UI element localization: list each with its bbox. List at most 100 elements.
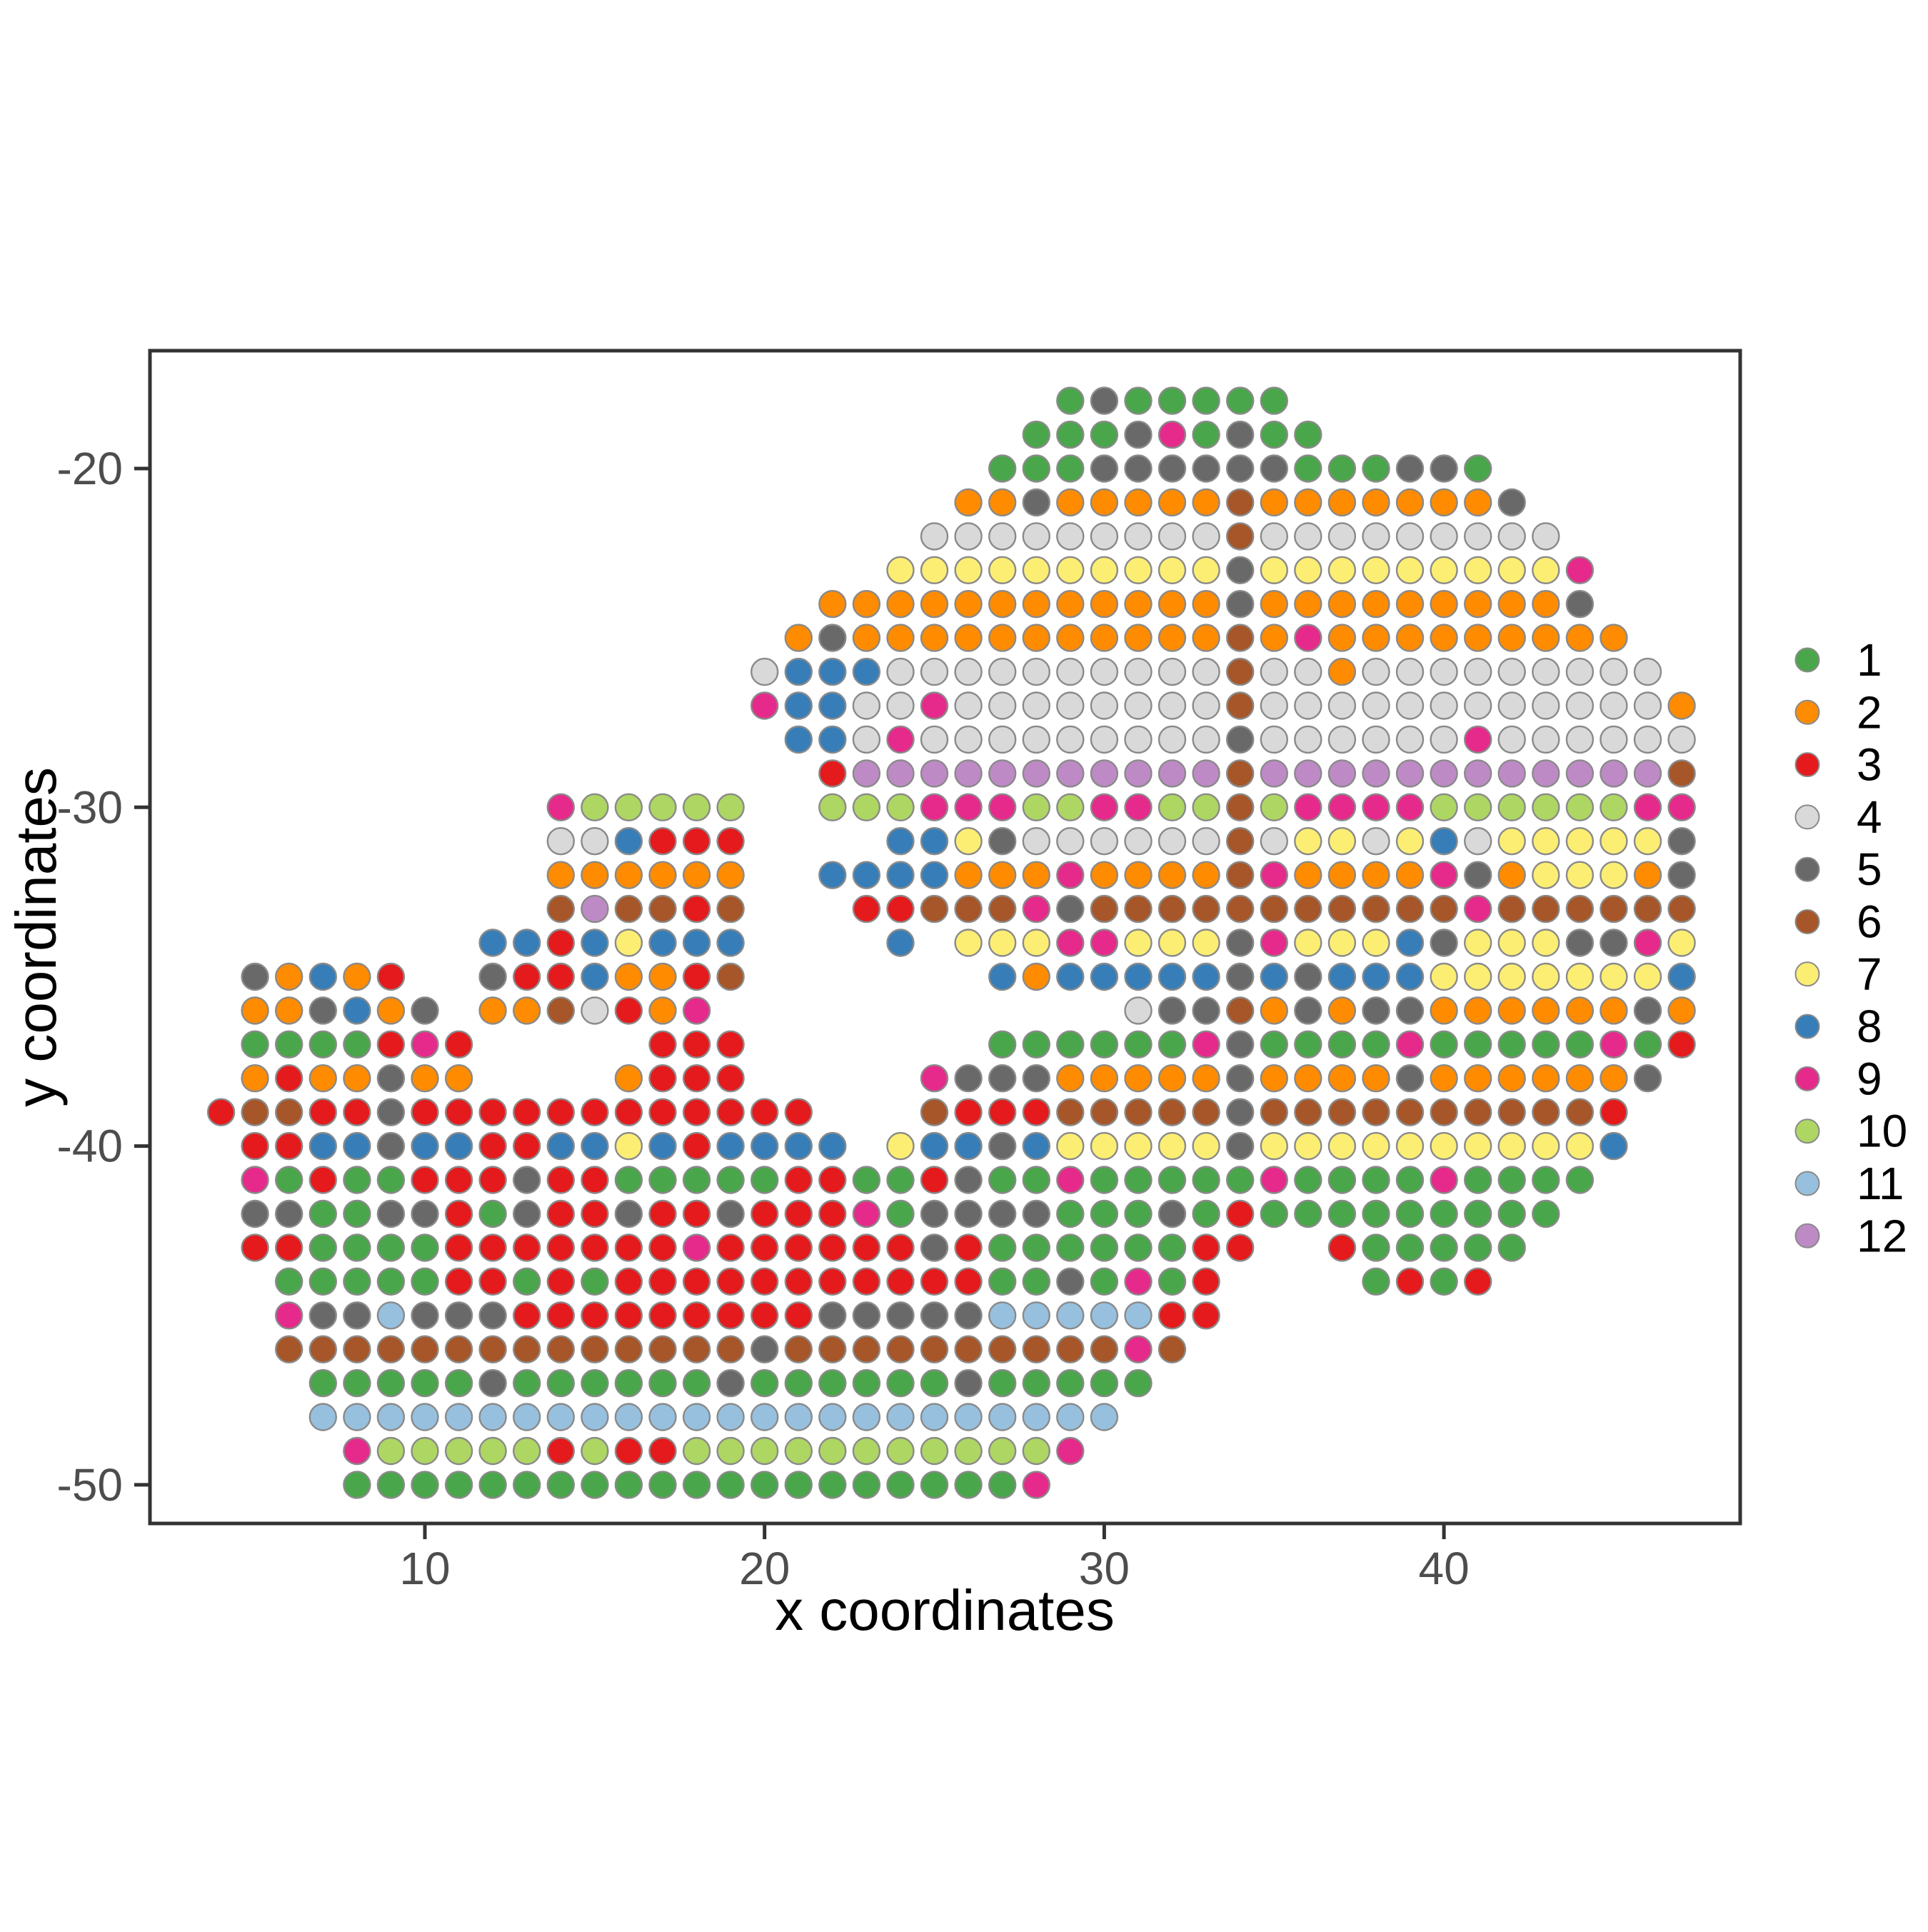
data-point bbox=[750, 1199, 779, 1228]
data-point bbox=[1497, 522, 1526, 551]
legend-item: 7 bbox=[1794, 949, 1882, 1000]
data-point bbox=[1362, 1267, 1390, 1296]
data-point bbox=[1260, 1199, 1289, 1228]
data-point bbox=[784, 1098, 813, 1126]
data-point bbox=[988, 929, 1017, 957]
data-point bbox=[1260, 657, 1289, 686]
data-point bbox=[1158, 725, 1187, 754]
data-point bbox=[1667, 826, 1696, 856]
data-point bbox=[1225, 962, 1255, 991]
data-point bbox=[411, 1166, 439, 1194]
data-point bbox=[1022, 1368, 1051, 1398]
data-point bbox=[920, 725, 949, 754]
data-point bbox=[1294, 1098, 1322, 1126]
data-point bbox=[1497, 996, 1526, 1025]
data-point bbox=[1362, 454, 1390, 483]
data-point bbox=[241, 1199, 269, 1228]
data-point bbox=[1362, 590, 1390, 619]
data-point bbox=[1600, 624, 1628, 652]
legend-item: 3 bbox=[1794, 739, 1882, 791]
data-point bbox=[1430, 590, 1458, 619]
data-point bbox=[546, 1335, 575, 1363]
legend-item-label: 4 bbox=[1857, 791, 1882, 843]
data-point bbox=[478, 1166, 507, 1194]
data-point bbox=[886, 861, 915, 889]
data-point bbox=[988, 861, 1017, 889]
data-point bbox=[1022, 826, 1051, 856]
data-point bbox=[886, 793, 915, 822]
legend-key-dot bbox=[1794, 909, 1820, 934]
data-point bbox=[920, 1301, 949, 1330]
data-point bbox=[1667, 1030, 1696, 1059]
data-point bbox=[1260, 624, 1289, 652]
data-point bbox=[1497, 1166, 1526, 1194]
legend-item: 4 bbox=[1794, 791, 1882, 843]
data-point bbox=[1395, 1199, 1425, 1228]
data-point bbox=[1395, 1098, 1425, 1126]
data-point bbox=[716, 1131, 745, 1161]
y-tick-label: -20 bbox=[57, 443, 124, 494]
data-point bbox=[1090, 386, 1119, 415]
data-point bbox=[241, 1131, 269, 1161]
data-point bbox=[1463, 861, 1492, 889]
data-point bbox=[920, 1199, 949, 1228]
data-point bbox=[1225, 861, 1255, 889]
data-point bbox=[1565, 894, 1595, 924]
data-point bbox=[1327, 1131, 1357, 1161]
data-point bbox=[1022, 488, 1051, 517]
data-point bbox=[716, 1063, 745, 1093]
data-point bbox=[581, 996, 609, 1025]
data-point bbox=[784, 691, 813, 720]
legend-key-dot bbox=[1794, 856, 1820, 882]
data-point bbox=[784, 1131, 813, 1161]
data-point bbox=[1090, 826, 1119, 856]
data-point bbox=[308, 1131, 337, 1161]
data-point bbox=[648, 1301, 677, 1330]
data-point bbox=[376, 1131, 406, 1161]
data-point bbox=[478, 1199, 507, 1228]
data-point bbox=[411, 996, 439, 1025]
data-point bbox=[1090, 1063, 1119, 1093]
data-point bbox=[1600, 691, 1628, 720]
data-point bbox=[275, 996, 303, 1025]
data-point bbox=[1294, 1030, 1322, 1059]
data-point bbox=[1022, 861, 1051, 889]
data-point bbox=[1056, 793, 1085, 822]
data-point bbox=[478, 1471, 507, 1499]
data-point bbox=[954, 1267, 983, 1296]
data-point bbox=[1600, 962, 1628, 991]
data-point bbox=[852, 759, 881, 788]
data-point bbox=[581, 1098, 609, 1126]
data-point bbox=[614, 929, 643, 957]
data-point bbox=[1463, 894, 1492, 924]
data-point bbox=[1633, 1030, 1662, 1059]
data-point bbox=[818, 1233, 847, 1262]
data-point bbox=[784, 1368, 813, 1398]
data-point bbox=[784, 1335, 813, 1363]
data-point bbox=[1497, 1098, 1526, 1126]
data-point bbox=[478, 1403, 507, 1431]
data-point bbox=[1463, 522, 1492, 551]
data-point bbox=[478, 929, 507, 957]
legend-item: 6 bbox=[1794, 896, 1882, 948]
data-point bbox=[1022, 1098, 1051, 1126]
data-point bbox=[1327, 657, 1357, 686]
data-point bbox=[1158, 1199, 1187, 1228]
data-point bbox=[1395, 488, 1425, 517]
data-point bbox=[1192, 894, 1220, 924]
data-point bbox=[954, 657, 983, 686]
data-point bbox=[1327, 1233, 1357, 1262]
data-point bbox=[1225, 793, 1255, 822]
data-point bbox=[886, 759, 915, 788]
data-point bbox=[750, 657, 779, 686]
data-point bbox=[1056, 1098, 1085, 1126]
data-point bbox=[513, 1335, 541, 1363]
legend-key-dot bbox=[1794, 1013, 1820, 1039]
data-point bbox=[343, 1301, 371, 1330]
data-point bbox=[1327, 759, 1357, 788]
data-point bbox=[1124, 420, 1153, 449]
data-point bbox=[1124, 759, 1153, 788]
data-point bbox=[886, 826, 915, 856]
data-point bbox=[818, 725, 847, 754]
data-point bbox=[1124, 1166, 1153, 1194]
